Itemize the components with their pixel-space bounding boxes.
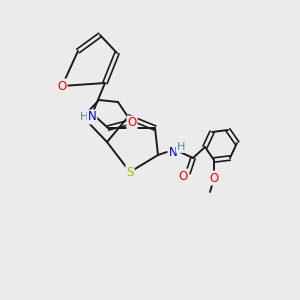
Text: H: H [177, 142, 185, 152]
Text: O: O [128, 116, 136, 130]
Text: O: O [178, 169, 188, 182]
Text: H: H [80, 112, 88, 122]
Text: N: N [88, 110, 96, 124]
Text: S: S [126, 166, 134, 178]
Text: O: O [209, 172, 219, 184]
Text: O: O [57, 80, 67, 92]
Text: N: N [169, 146, 177, 158]
